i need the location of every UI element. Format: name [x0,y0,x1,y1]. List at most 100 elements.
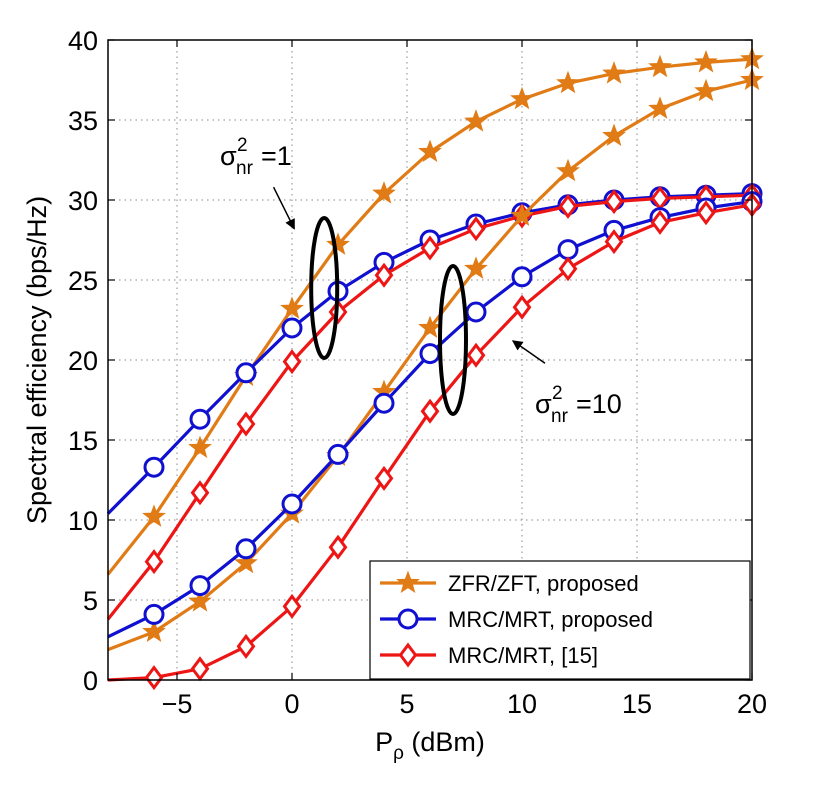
star-marker [464,256,488,279]
star-marker [510,203,534,227]
x-tick-label: 20 [737,689,767,719]
diamond-marker [144,665,164,691]
y-tick-label: 5 [83,586,98,616]
y-tick-label: 15 [68,426,98,456]
x-tick-label: 5 [399,689,414,719]
diamond-marker [374,465,394,491]
diamond-marker [650,209,670,235]
circle-marker [511,266,533,288]
circle-marker [373,392,395,414]
legend-label: ZFR/ZFT, proposed [448,571,639,596]
y-tick-label: 35 [68,106,98,136]
star-marker [326,232,350,255]
star-marker [280,296,304,319]
x-axis-label-sub: ρ [393,743,404,764]
series-layer [106,46,764,691]
star-marker [556,70,580,94]
x-tick-label: 10 [507,689,537,719]
diamond-marker [558,193,578,219]
legend-item: MRC/MRT, proposed [380,607,653,632]
x-tick-label: 15 [622,689,652,719]
diamond-marker [420,235,440,261]
diamond-marker [144,549,164,575]
circle-marker [235,362,257,384]
circle-marker [281,317,303,339]
diamond-marker [282,349,302,375]
y-tick-label: 10 [68,506,98,536]
diamond-marker [604,229,624,255]
x-axis-label-unit: (dBm) [404,727,485,757]
y-tick-label: 0 [83,666,98,696]
diamond-marker [398,642,418,668]
circle-marker [557,239,579,261]
annotation-sigma: σ [535,389,552,419]
x-axis-label: Pρ (dBm) [375,727,485,764]
diamond-marker [374,262,394,288]
series-circle-nr10 [107,191,763,639]
x-tick-label: 0 [284,689,299,719]
annotation-arrow-nr1 [272,186,295,230]
y-tick-label: 40 [68,26,98,56]
annotations-layer: σ 2nr =1σ 2nr =10 [220,135,622,427]
axis-ticks: −5 0 5 10 15 20 0 5 10 15 20 25 30 35 40 [68,26,767,719]
star-marker [602,61,626,84]
circle-marker [189,408,211,430]
annotation-nr10: σ 2nr =10 [535,383,622,427]
annotation-sub: nr [236,158,254,179]
star-marker [556,158,580,182]
star-marker [418,139,442,163]
legend-item: ZFR/ZFT, proposed [380,570,639,596]
annotation-sup: 2 [552,383,563,404]
annotation-sup: 2 [237,135,248,156]
legend-box [369,560,751,680]
series-star-nr1 [106,46,764,576]
diamond-marker [420,398,440,424]
star-marker [602,123,626,147]
star-marker [372,181,396,204]
diamond-marker [236,411,256,437]
diamond-marker [558,256,578,282]
star-marker [234,550,258,574]
annotation-nr1: σ 2nr =1 [220,135,292,179]
group-ellipse [309,216,340,360]
star-marker [188,435,212,459]
diamond-marker [512,294,532,320]
circle-marker [189,575,211,597]
circle-marker [235,538,257,560]
diamond-marker [190,656,210,682]
y-tick-label: 30 [68,186,98,216]
annotation-value: =1 [261,141,292,171]
star-marker [142,504,166,527]
circle-marker [419,343,441,365]
star-marker [648,96,672,119]
star-marker [510,86,534,110]
star-marker [418,315,442,339]
circle-marker [281,493,303,515]
legend-label: MRC/MRT, [15] [448,643,598,668]
star-marker [648,54,672,78]
legend-item: MRC/MRT, [15] [380,642,598,668]
legend-label: MRC/MRT, proposed [448,607,653,632]
star-marker [694,78,718,102]
diamond-marker [236,633,256,659]
star-marker [188,589,212,612]
diamond-marker [604,189,624,215]
diamond-marker [328,534,348,560]
star-marker [464,109,488,132]
diamond-marker [190,480,210,506]
series-diamond-nr1 [106,182,762,621]
circle-marker [465,301,487,323]
circle-marker [327,443,349,465]
diamond-marker [466,342,486,368]
diamond-marker [466,216,486,242]
star-marker [396,570,420,594]
annotation-value: =10 [576,389,622,419]
annotation-sub: nr [551,406,569,427]
y-tick-label: 20 [68,346,98,376]
circle-marker [143,456,165,478]
x-axis-label-main: P [375,727,393,757]
circle-marker [397,608,419,630]
circle-marker [143,603,165,625]
x-tick-label: −5 [162,689,193,719]
